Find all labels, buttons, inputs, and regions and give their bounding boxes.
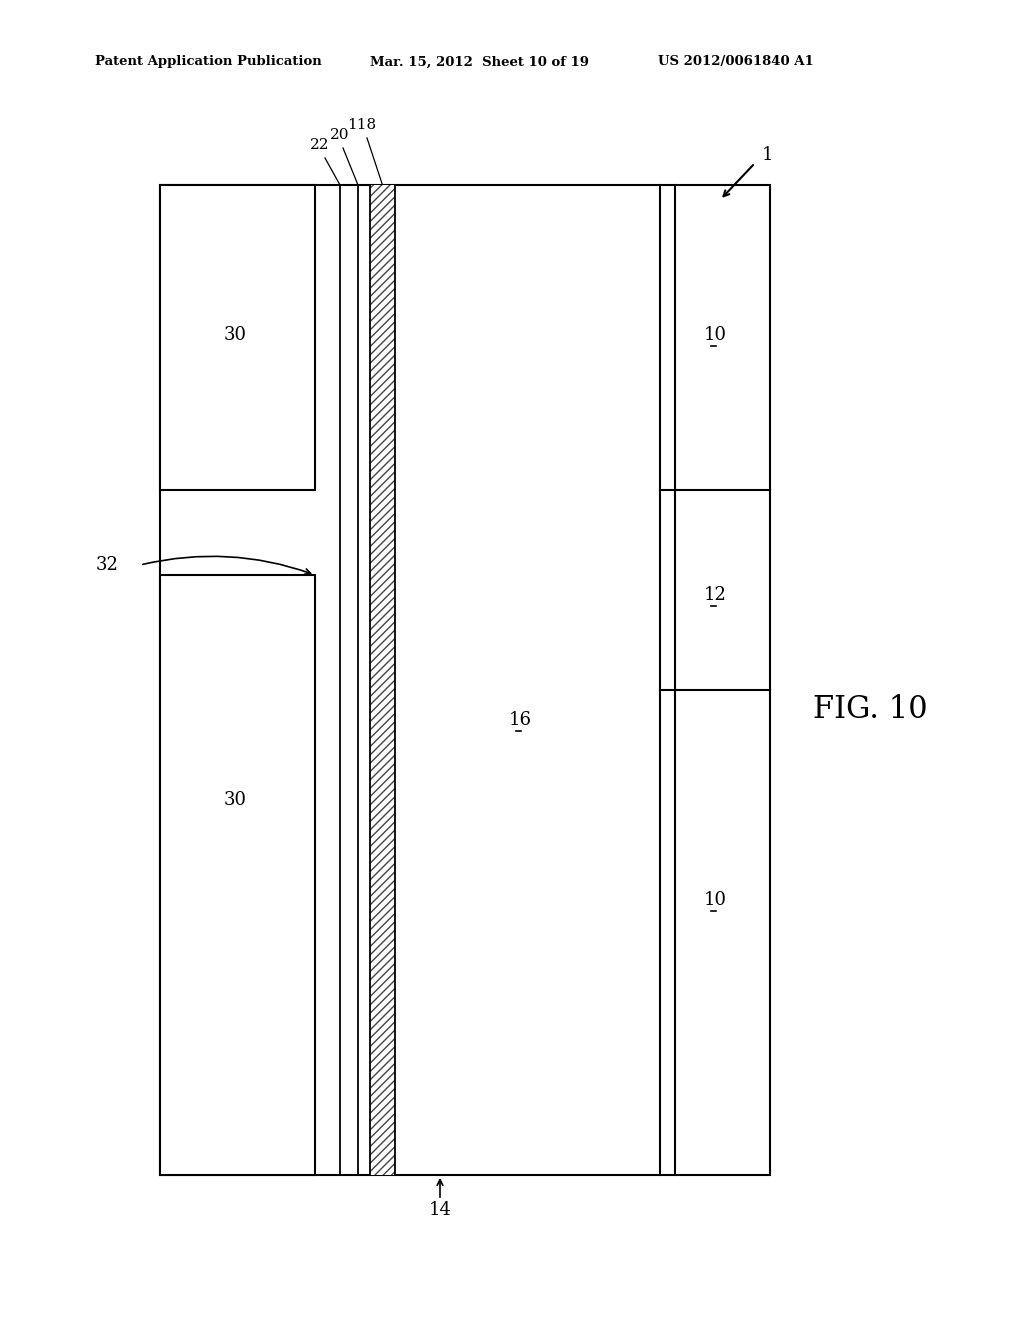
Text: 118: 118 xyxy=(347,117,377,132)
Text: FIG. 10: FIG. 10 xyxy=(813,694,928,726)
Text: 32: 32 xyxy=(95,556,119,574)
Text: 30: 30 xyxy=(223,791,247,809)
Text: 30: 30 xyxy=(223,326,247,345)
Bar xyxy=(160,185,770,1175)
Text: US 2012/0061840 A1: US 2012/0061840 A1 xyxy=(658,55,814,69)
Text: 14: 14 xyxy=(429,1201,452,1218)
Text: 10: 10 xyxy=(703,891,726,909)
Bar xyxy=(160,576,315,1175)
Text: 1: 1 xyxy=(762,147,773,164)
Text: Patent Application Publication: Patent Application Publication xyxy=(95,55,322,69)
Text: 12: 12 xyxy=(703,586,726,605)
Bar xyxy=(370,185,395,1175)
Text: 20: 20 xyxy=(331,128,350,143)
Text: 16: 16 xyxy=(509,711,531,729)
Text: 10: 10 xyxy=(703,326,726,345)
Text: Mar. 15, 2012  Sheet 10 of 19: Mar. 15, 2012 Sheet 10 of 19 xyxy=(370,55,589,69)
Text: 22: 22 xyxy=(310,139,330,152)
Bar xyxy=(160,185,315,490)
